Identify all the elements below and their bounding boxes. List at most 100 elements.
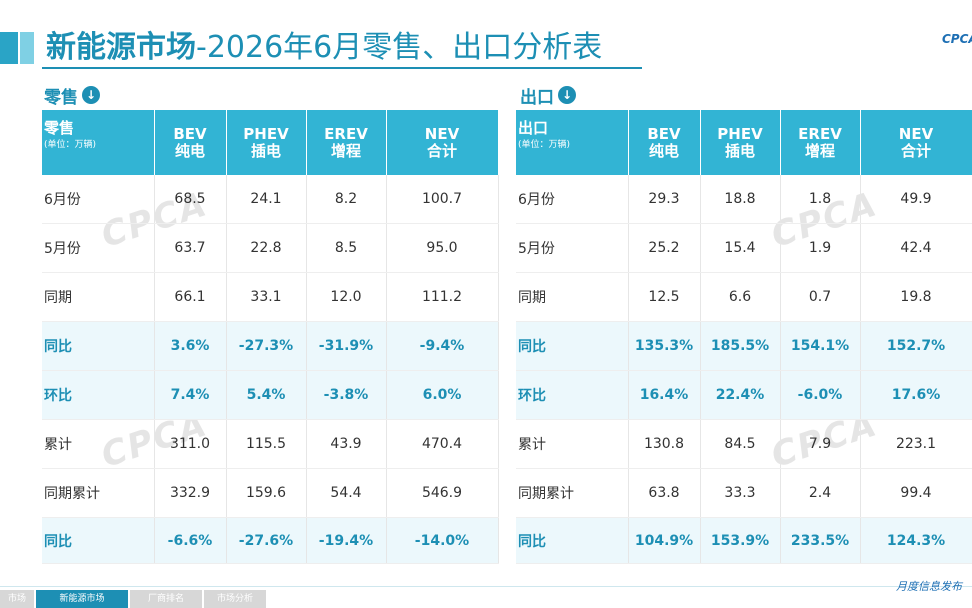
column-cn: 增程: [330, 141, 361, 160]
column-cn: 增程: [804, 141, 835, 160]
table-cell: 115.5: [226, 419, 307, 469]
table-header-cell: EREV 增程: [780, 110, 861, 175]
table-cell: 17.6%: [860, 370, 972, 420]
table-cell: 5.4%: [226, 370, 307, 420]
row-label: 6月份: [42, 175, 155, 224]
table-header-row: 出口 (单位：万辆) BEV 纯电 PHEV 插电 EREV 增程 NEV 合计: [516, 110, 972, 175]
export-section-head: 出口 ↓: [520, 84, 576, 108]
header-label: 出口: [518, 119, 549, 137]
row-label: 5月份: [516, 223, 629, 273]
column-en: EREV: [324, 124, 368, 143]
table-row: 6月份 68.5 24.1 8.2 100.7: [42, 175, 499, 224]
row-label: 同比: [516, 517, 629, 564]
table-cell: 54.4: [306, 468, 387, 518]
table-cell: 12.5: [628, 272, 701, 322]
column-cn: 插电: [724, 141, 755, 160]
unit-note: (单位：万辆): [518, 140, 571, 150]
table-cell: 2.4: [780, 468, 861, 518]
table-header-cell: PHEV 插电: [226, 110, 307, 175]
table-cell: 24.1: [226, 175, 307, 224]
bottom-tab-maker-ranking[interactable]: 厂商排名: [130, 590, 202, 608]
retail-section-label: 零售: [44, 87, 78, 108]
table-cell: 22.4%: [700, 370, 781, 420]
bottom-tab-market-analysis[interactable]: 市场分析: [204, 590, 266, 608]
column-en: BEV: [647, 124, 681, 143]
table-cell: 19.8: [860, 272, 972, 322]
column-en: NEV: [424, 124, 460, 143]
table-header-cell: 出口 (单位：万辆): [516, 110, 629, 175]
column-en: NEV: [898, 124, 934, 143]
table-cell: 15.4: [700, 223, 781, 273]
page-title: 新能源市场-2026年6月零售、出口分析表: [46, 28, 602, 68]
table-row: 累计 130.8 84.5 7.9 223.1: [516, 419, 972, 469]
row-label: 同期: [42, 272, 155, 322]
table-cell: 43.9: [306, 419, 387, 469]
cpca-logo: CPCA: [942, 32, 972, 46]
row-label: 同期: [516, 272, 629, 322]
title-accent-bar: [0, 32, 18, 64]
table-row: 环比 16.4% 22.4% -6.0% 17.6%: [516, 370, 972, 420]
table-header-cell: EREV 增程: [306, 110, 387, 175]
table-row: 6月份 29.3 18.8 1.8 49.9: [516, 175, 972, 224]
table-cell: 135.3%: [628, 321, 701, 371]
table-cell: 104.9%: [628, 517, 701, 564]
table-cell: 49.9: [860, 175, 972, 224]
table-cell: 16.4%: [628, 370, 701, 420]
table-row: 同期累计 63.8 33.3 2.4 99.4: [516, 468, 972, 518]
table-header-cell: PHEV 插电: [700, 110, 781, 175]
row-label: 累计: [516, 419, 629, 469]
table-cell: 223.1: [860, 419, 972, 469]
bottom-tab-market[interactable]: 市场: [0, 590, 34, 608]
table-cell: 33.3: [700, 468, 781, 518]
table-cell: 311.0: [154, 419, 227, 469]
table-cell: 84.5: [700, 419, 781, 469]
table-cell: 33.1: [226, 272, 307, 322]
table-cell: 29.3: [628, 175, 701, 224]
table-cell: -19.4%: [306, 517, 387, 564]
table-cell: 546.9: [386, 468, 499, 518]
column-cn: 插电: [250, 141, 281, 160]
row-label: 环比: [516, 370, 629, 420]
table-cell: 7.4%: [154, 370, 227, 420]
row-label: 同比: [42, 517, 155, 564]
table-cell: -27.3%: [226, 321, 307, 371]
table-row: 同期 66.1 33.1 12.0 111.2: [42, 272, 499, 322]
table-cell: 130.8: [628, 419, 701, 469]
table-cell: 233.5%: [780, 517, 861, 564]
table-cell: 153.9%: [700, 517, 781, 564]
column-en: PHEV: [243, 124, 289, 143]
table-header-cell: NEV 合计: [860, 110, 972, 175]
table-row: 同比 3.6% -27.3% -31.9% -9.4%: [42, 321, 499, 371]
table-cell: 25.2: [628, 223, 701, 273]
table-row: 环比 7.4% 5.4% -3.8% 6.0%: [42, 370, 499, 420]
table-row: 同比 135.3% 185.5% 154.1% 152.7%: [516, 321, 972, 371]
table-row: 5月份 25.2 15.4 1.9 42.4: [516, 223, 972, 273]
table-cell: -27.6%: [226, 517, 307, 564]
table-cell: 7.9: [780, 419, 861, 469]
table-cell: 18.8: [700, 175, 781, 224]
bottom-nav: 市场 新能源市场 厂商排名 市场分析: [0, 590, 268, 608]
bottom-tab-nev-market[interactable]: 新能源市场: [36, 590, 128, 608]
table-cell: 1.8: [780, 175, 861, 224]
row-label: 同比: [516, 321, 629, 371]
table-cell: 66.1: [154, 272, 227, 322]
column-en: EREV: [798, 124, 842, 143]
table-cell: 152.7%: [860, 321, 972, 371]
table-header-cell: NEV 合计: [386, 110, 499, 175]
table-row: 同期 12.5 6.6 0.7 19.8: [516, 272, 972, 322]
row-label: 同期累计: [42, 468, 155, 518]
table-cell: 42.4: [860, 223, 972, 273]
page-title-rest: -2026年6月零售、出口分析表: [196, 30, 603, 65]
chevron-down-icon: ↓: [558, 86, 576, 104]
row-label: 同期累计: [516, 468, 629, 518]
table-cell: -9.4%: [386, 321, 499, 371]
retail-section-head: 零售 ↓: [44, 84, 100, 108]
export-section-label: 出口: [520, 87, 554, 108]
title-accent: [0, 32, 36, 64]
column-cn: 合计: [900, 141, 931, 160]
table-header-row: 零售 (单位：万辆) BEV 纯电 PHEV 插电 EREV 增程 NEV 合计: [42, 110, 499, 175]
row-label: 累计: [42, 419, 155, 469]
table-cell: 159.6: [226, 468, 307, 518]
table-cell: 6.6: [700, 272, 781, 322]
table-row: 同期累计 332.9 159.6 54.4 546.9: [42, 468, 499, 518]
